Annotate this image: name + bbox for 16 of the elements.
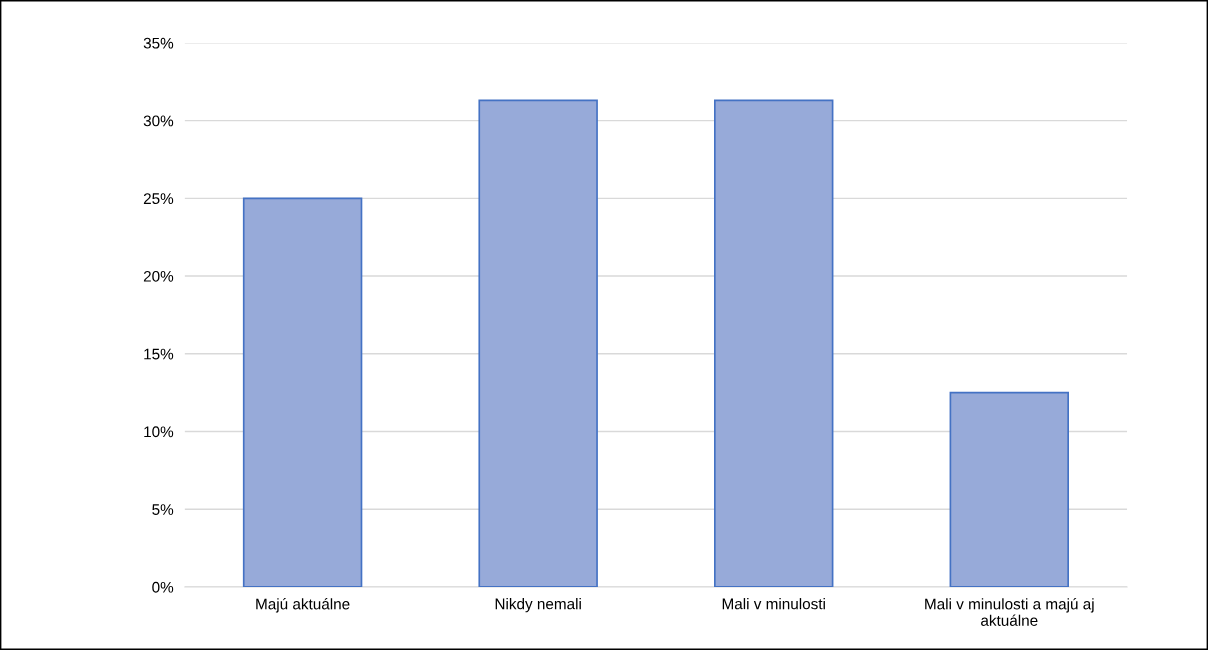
y-tick-label: 20%	[143, 270, 174, 282]
y-tick-label: 35%	[143, 37, 174, 49]
bar	[242, 197, 363, 587]
bar	[478, 99, 598, 587]
y-tick-label: 15%	[144, 348, 174, 360]
x-tick-label: Nikdy nemali	[495, 598, 581, 613]
y-tick-label: 25%	[143, 193, 174, 205]
y-tick-label: 0%	[152, 581, 174, 593]
y-tick-label: 10%	[144, 426, 174, 438]
bar	[713, 99, 834, 587]
y-tick-label: 5%	[152, 504, 174, 515]
x-tick-label: Majú aktuálne	[256, 598, 350, 613]
x-tick-label: Mali v minulosti	[722, 598, 825, 610]
bar	[949, 391, 1070, 587]
y-tick-label: 30%	[143, 115, 174, 127]
x-tick-label: Mali v minulosti a majú aj aktuálne	[925, 598, 1094, 626]
